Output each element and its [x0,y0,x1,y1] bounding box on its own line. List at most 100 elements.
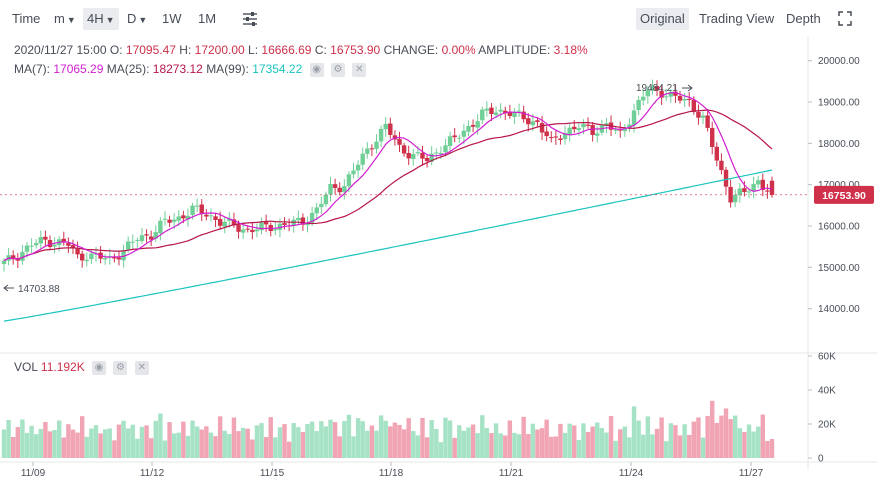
volume-bar [236,431,241,458]
volume-bar [567,423,572,458]
volume-bar [397,424,402,458]
candle-body [475,121,480,128]
eye-icon[interactable]: ◉ [309,62,324,77]
candle-body [627,124,632,129]
vol-tick-label: 40K [818,386,836,397]
ma25-label: MA(25): [106,62,150,76]
volume-bar [135,438,140,458]
depth-tab[interactable]: Depth [786,11,821,26]
fullscreen-icon[interactable] [832,8,858,30]
volume-bar [273,437,278,458]
original-view-tab[interactable]: Original [636,8,689,30]
candle-body [204,214,209,217]
volume-bar [1,429,7,458]
candle-body [84,259,89,262]
volume-bar [691,421,697,458]
candle-body [250,229,255,233]
volume-bar [190,420,195,458]
volume-bar [535,429,540,458]
candle-body [79,253,85,261]
candle-body [309,212,315,223]
volume-bar [599,428,605,458]
eye-icon[interactable]: ◉ [92,360,107,375]
volume-bar [388,426,393,458]
month-tab[interactable]: 1M [198,11,217,26]
volume-bar [162,440,168,458]
volume-bar [498,433,503,458]
volume-bar [121,420,126,458]
low-label: L: [248,43,259,57]
candle-body [10,255,16,260]
candle-body [769,180,775,195]
volume-bar [56,420,62,458]
volume-bar [438,442,444,458]
volume-bar [489,433,494,458]
volume-bar [622,426,628,458]
settings-icon[interactable]: ⚙ [113,360,128,375]
time-tick-label: 11/18 [379,468,404,479]
minute-dropdown[interactable]: m ▼ [50,8,80,30]
candle-body [659,90,664,98]
candle-body [765,190,770,192]
volume-bar [309,421,315,458]
volume-bar [24,432,30,458]
moving-averages [3,91,773,322]
close-icon[interactable]: ✕ [134,360,149,375]
volume-bar [604,432,609,458]
candle-body [567,127,572,135]
volume-bar [549,436,554,458]
volume-bar [300,431,306,458]
ma7-value: 17065.29 [53,62,104,76]
candle-body [199,204,204,214]
volume-bar [572,425,577,458]
settings-icon[interactable]: ⚙ [330,62,345,77]
volume-bar [645,416,651,458]
time-tick-label: 11/27 [739,468,764,479]
volume-axis: 0 20K 40K 60K [808,352,836,465]
candle-body [480,109,485,121]
volume-bar [319,421,324,458]
candle-body [29,245,34,247]
candle-body [194,205,200,207]
time-tab[interactable]: Time [12,11,41,26]
candle-body [553,136,559,138]
candle-body [526,118,531,125]
sliders-icon[interactable] [236,8,264,30]
volume-bar [631,406,637,458]
candle-body [512,111,517,117]
volume-bar [70,429,76,458]
time-tick-label: 11/09 [21,468,46,479]
candle-body [489,107,494,114]
close-label: C: [314,43,327,57]
volume-bar [268,417,273,458]
candle-body [503,110,508,114]
candle-body [47,240,53,247]
ma7-label: MA(7): [14,62,50,76]
candle-body [438,152,444,154]
time-tick-label: 11/21 [499,468,524,479]
week-tab[interactable]: 1W [162,11,182,26]
volume-bar [112,440,117,458]
close-icon[interactable]: ✕ [352,62,367,77]
high-arrow-icon [682,84,693,92]
volume-bar [116,424,122,458]
candle-body [687,98,692,100]
candle-body [70,245,76,248]
price-axis: 14000.00 15000.00 16000.00 17000.00 18000.00… [0,36,877,470]
current-price-badge [814,185,874,204]
volume-bar [250,439,255,458]
candle-body [300,217,306,225]
annotations: 19484.21 14703.88 16753.90 [0,83,874,295]
candle-body [415,152,421,154]
volume-bar [365,430,370,458]
candle-body [15,259,20,261]
volume-bar [677,435,683,458]
day-dropdown[interactable]: D ▼ [123,8,151,30]
volume-bar [457,425,462,458]
candle-body [443,145,448,153]
interval-4h-dropdown[interactable]: 4H ▼ [83,8,119,30]
trading-view-tab[interactable]: Trading View [699,11,775,26]
candle-body [158,220,163,234]
volume-bar [558,423,563,458]
